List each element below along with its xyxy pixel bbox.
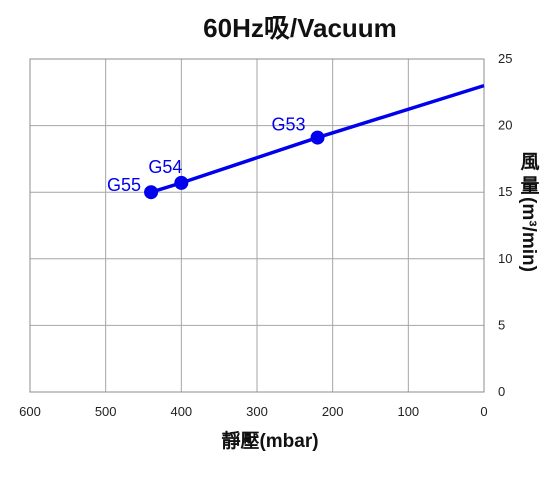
- data-point-label: G55: [107, 175, 141, 195]
- chart-title: 60Hz吸/Vacuum: [203, 13, 397, 43]
- points-layer: G55 G54 G53: [107, 115, 325, 200]
- y-axis-label-char-1: 風: [520, 152, 539, 173]
- x-tick-label: 200: [322, 404, 344, 419]
- series-line: [150, 83, 485, 194]
- x-tick-labels: 600 500 400 300 200 100 0: [19, 404, 487, 419]
- y-tick-label: 25: [498, 51, 512, 66]
- y-tick-label: 0: [498, 384, 505, 399]
- y-tick-label: 10: [498, 251, 512, 266]
- x-axis-label: 靜壓(mbar): [221, 429, 318, 452]
- x-tick-label: 100: [397, 404, 419, 419]
- x-tick-label: 0: [480, 404, 487, 419]
- x-tick-label: 300: [246, 404, 268, 419]
- y-axis-label: 風 量 (m³/min): [518, 152, 540, 272]
- x-tick-label: 600: [19, 404, 41, 419]
- data-point-marker: [310, 130, 325, 145]
- y-tick-label: 15: [498, 184, 512, 199]
- y-axis-label-char-2: 量: [520, 175, 539, 197]
- grid: [29, 58, 485, 393]
- y-tick-labels: 0 5 10 15 20 25: [498, 51, 512, 399]
- plot-border: [29, 58, 485, 393]
- series-layer: [150, 83, 485, 194]
- y-tick-label: 5: [498, 317, 505, 332]
- x-tick-label: 500: [95, 404, 117, 419]
- data-point-marker: [174, 175, 189, 190]
- data-point-label: G53: [272, 115, 306, 135]
- x-tick-label: 400: [170, 404, 192, 419]
- data-point-label: G54: [148, 157, 182, 177]
- y-axis-label-unit: (m³/min): [518, 197, 539, 272]
- data-point-marker: [144, 185, 159, 200]
- y-tick-label: 20: [498, 118, 512, 133]
